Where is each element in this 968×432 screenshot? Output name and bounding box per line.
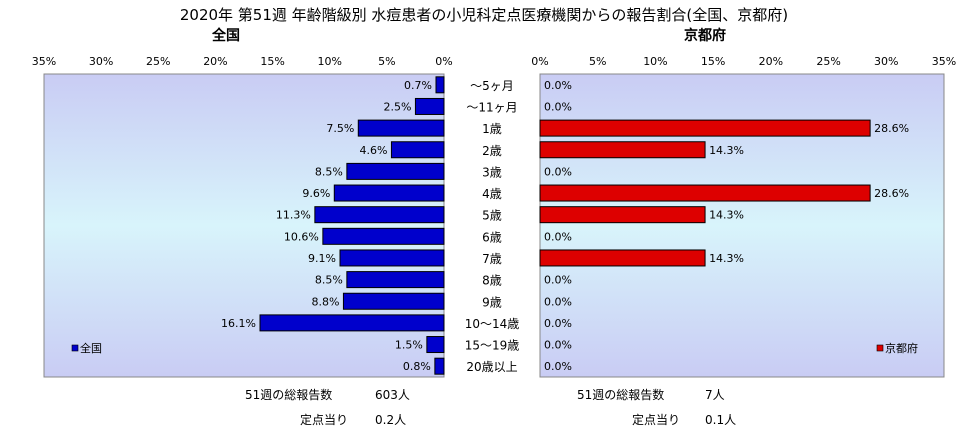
national-data-label: 8.5% [315,274,343,287]
national-tick-label: 5% [378,55,395,68]
national-tick-label: 0% [435,55,452,68]
kyoto-panel-title: 京都府 [684,27,726,44]
national-legend-swatch [71,344,79,352]
kyoto-data-label: 0.0% [544,100,572,113]
national-bar [342,292,445,310]
kyoto-legend-label: 京都府 [885,341,918,355]
national-bar [346,162,445,180]
category-label: 8歳 [482,274,502,288]
kyoto-tick-label: 10% [643,55,667,68]
category-label: 9歳 [482,295,502,309]
kyoto-legend-swatch [876,344,884,352]
national-tick-label: 25% [146,55,170,68]
kyoto-data-label: 0.0% [544,79,572,92]
kyoto-tick-label: 25% [816,55,840,68]
kyoto-plot-area [539,73,945,378]
national-data-label: 2.5% [383,100,411,113]
national-per-label: 定点当り [300,413,349,427]
category-label: 10～14歳 [465,317,520,331]
kyoto-bar [539,249,706,267]
kyoto-bar [539,206,706,224]
national-data-label: 0.8% [403,360,431,373]
kyoto-data-label: 0.0% [544,165,572,178]
national-total-value: 603人 [375,388,410,402]
kyoto-per-value: 0.1人 [705,413,737,427]
kyoto-per-label: 定点当り [632,413,681,427]
chart-title: 2020年 第51週 年齢階級別 水痘患者の小児科定点医療機関からの報告割合(全… [180,6,788,24]
national-legend-label: 全国 [80,341,102,355]
kyoto-tick-label: 20% [759,55,783,68]
kyoto-data-label: 28.6% [874,122,909,135]
kyoto-data-label: 0.0% [544,360,572,373]
national-plot-area [43,73,445,378]
national-bar [414,97,445,115]
national-data-label: 4.6% [359,144,387,157]
category-label: 15～19歳 [465,339,520,353]
national-tick-label: 15% [260,55,284,68]
kyoto-tick-label: 0% [531,55,548,68]
national-bar [426,336,445,354]
kyoto-tick-label: 30% [874,55,898,68]
category-label: ～11ヶ月 [466,100,517,114]
category-label: 20歳以上 [466,360,517,374]
national-tick-label: 35% [32,55,56,68]
kyoto-bar [539,184,871,202]
national-bar [259,314,445,332]
kyoto-data-label: 0.0% [544,230,572,243]
national-total-label: 51週の総報告数 [245,388,333,402]
national-bar [390,141,445,159]
national-bar [434,357,445,375]
national-data-label: 16.1% [221,317,256,330]
national-per-value: 0.2人 [375,413,407,427]
national-data-label: 9.6% [302,187,330,200]
national-data-label: 8.5% [315,165,343,178]
national-bar [435,76,445,94]
national-bar [346,271,445,289]
category-label: 6歳 [482,230,502,244]
kyoto-tick-label: 5% [589,55,606,68]
category-label: 3歳 [482,165,502,179]
national-tick-label: 10% [317,55,341,68]
national-bar [339,249,445,267]
national-data-label: 10.6% [284,230,319,243]
kyoto-data-label: 0.0% [544,317,572,330]
national-data-label: 1.5% [395,339,423,352]
national-data-label: 9.1% [308,252,336,265]
category-label: 2歳 [482,144,502,158]
kyoto-data-label: 0.0% [544,339,572,352]
category-label: ～5ヶ月 [470,79,514,93]
national-bar [314,206,445,224]
national-data-label: 0.7% [404,79,432,92]
national-panel-title: 全国 [211,27,240,44]
national-data-label: 11.3% [276,209,311,222]
kyoto-data-label: 0.0% [544,274,572,287]
national-bar [322,227,445,245]
national-tick-label: 30% [89,55,113,68]
category-label: 5歳 [482,209,502,223]
kyoto-total-value: 7人 [705,388,725,402]
kyoto-total-label: 51週の総報告数 [577,388,665,402]
national-bar [357,119,445,137]
kyoto-tick-label: 15% [701,55,725,68]
national-bar [333,184,445,202]
kyoto-data-label: 28.6% [874,187,909,200]
kyoto-data-label: 14.3% [709,144,744,157]
category-label: 7歳 [482,252,502,266]
category-label: 1歳 [482,122,502,136]
national-data-label: 7.5% [326,122,354,135]
kyoto-data-label: 14.3% [709,209,744,222]
national-tick-label: 20% [203,55,227,68]
kyoto-data-label: 0.0% [544,295,572,308]
kyoto-bar [539,141,706,159]
kyoto-bar [539,119,871,137]
national-data-label: 8.8% [311,295,339,308]
kyoto-data-label: 14.3% [709,252,744,265]
kyoto-tick-label: 35% [932,55,956,68]
category-label: 4歳 [482,187,502,201]
